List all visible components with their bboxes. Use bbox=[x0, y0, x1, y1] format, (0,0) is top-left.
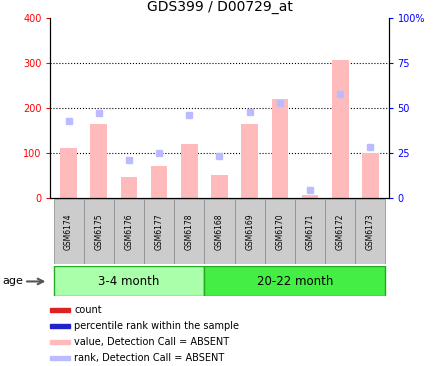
Text: GSM6169: GSM6169 bbox=[244, 213, 254, 250]
Bar bbox=[204, 266, 385, 296]
Bar bbox=[271, 99, 287, 198]
Bar bbox=[151, 166, 167, 198]
Text: GSM6173: GSM6173 bbox=[365, 213, 374, 250]
Bar bbox=[211, 175, 227, 198]
Text: GSM6176: GSM6176 bbox=[124, 213, 133, 250]
Text: count: count bbox=[74, 305, 102, 315]
Bar bbox=[354, 199, 385, 264]
Bar bbox=[180, 144, 197, 198]
Bar bbox=[90, 124, 107, 198]
Bar bbox=[53, 199, 84, 264]
Bar bbox=[49, 324, 69, 328]
Bar bbox=[204, 199, 234, 264]
Bar bbox=[84, 199, 113, 264]
Title: GDS399 / D00729_at: GDS399 / D00729_at bbox=[146, 0, 292, 15]
Text: GSM6177: GSM6177 bbox=[154, 213, 163, 250]
Text: GSM6175: GSM6175 bbox=[94, 213, 103, 250]
Bar bbox=[113, 199, 144, 264]
Bar bbox=[60, 148, 77, 198]
Bar bbox=[264, 199, 294, 264]
Bar bbox=[301, 195, 318, 198]
Bar bbox=[234, 199, 264, 264]
Text: value, Detection Call = ABSENT: value, Detection Call = ABSENT bbox=[74, 337, 229, 347]
Bar bbox=[325, 199, 354, 264]
Text: age: age bbox=[2, 276, 23, 287]
Text: rank, Detection Call = ABSENT: rank, Detection Call = ABSENT bbox=[74, 353, 224, 363]
Text: GSM6174: GSM6174 bbox=[64, 213, 73, 250]
Bar bbox=[331, 60, 348, 198]
Bar bbox=[241, 124, 258, 198]
Text: 20-22 month: 20-22 month bbox=[256, 275, 332, 288]
Text: percentile rank within the sample: percentile rank within the sample bbox=[74, 321, 239, 331]
Bar bbox=[49, 307, 69, 312]
Bar bbox=[49, 356, 69, 361]
Bar bbox=[361, 153, 378, 198]
Bar bbox=[120, 178, 137, 198]
Bar bbox=[174, 199, 204, 264]
Text: GSM6170: GSM6170 bbox=[275, 213, 284, 250]
Text: GSM6178: GSM6178 bbox=[184, 213, 194, 250]
Text: GSM6171: GSM6171 bbox=[305, 213, 314, 250]
Bar bbox=[53, 266, 204, 296]
Text: 3-4 month: 3-4 month bbox=[98, 275, 159, 288]
Text: GSM6168: GSM6168 bbox=[215, 213, 223, 250]
Bar bbox=[294, 199, 325, 264]
Bar bbox=[49, 340, 69, 344]
Text: GSM6172: GSM6172 bbox=[335, 213, 344, 250]
Bar bbox=[144, 199, 174, 264]
